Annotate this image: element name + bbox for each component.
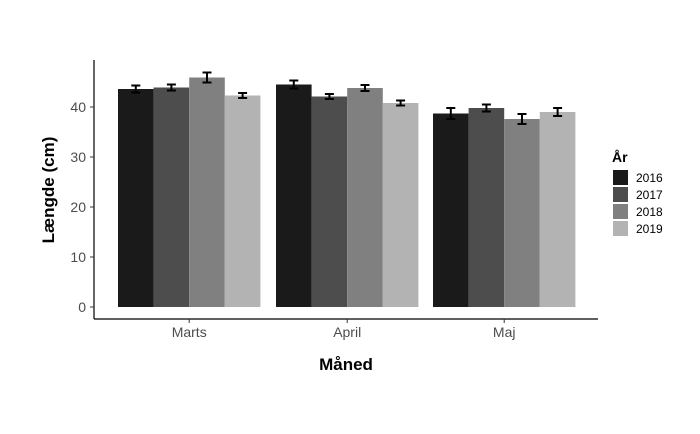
- bar-2019-marts: [224, 95, 261, 307]
- bar-2016-marts: [118, 89, 154, 307]
- y-ticks: 0 10 20 30 40: [70, 99, 94, 315]
- errorbar-2018-maj: [517, 113, 527, 125]
- errorbar-2019-marts: [238, 92, 248, 99]
- y-tick-label-0: 0: [78, 299, 86, 315]
- errorbar-2019-maj: [553, 107, 563, 117]
- legend-item-2017: 2017: [613, 187, 663, 202]
- legend-label-2016: 2016: [636, 171, 663, 185]
- legend-items: 2016 2017 2018 2019: [613, 170, 663, 236]
- errorbar-2019-april: [396, 99, 406, 107]
- legend-item-2016: 2016: [613, 170, 663, 185]
- y-tick-label-10: 10: [70, 249, 86, 265]
- y-axis-title: Længde (cm): [39, 137, 58, 244]
- y-tick-label-20: 20: [70, 199, 86, 215]
- legend-swatch-2017: [613, 187, 628, 202]
- bar-2018-april: [347, 88, 383, 307]
- errorbar-2017-maj: [481, 103, 491, 113]
- bar-2017-maj: [468, 108, 505, 307]
- legend-item-2018: 2018: [613, 204, 663, 219]
- legend-swatch-2019: [613, 221, 628, 236]
- legend-item-2019: 2019: [613, 221, 663, 236]
- x-tick-label-maj: Maj: [493, 324, 516, 340]
- bar-2016-april: [276, 84, 312, 307]
- errorbar-2016-april: [289, 79, 299, 90]
- errorbar-2017-april: [324, 93, 334, 100]
- x-tick-label-april: April: [333, 324, 361, 340]
- bar-2017-april: [311, 96, 348, 307]
- bar-2019-maj: [539, 112, 576, 307]
- errorbar-2016-marts: [131, 84, 141, 94]
- errorbar-2018-april: [360, 84, 370, 92]
- legend-label-2017: 2017: [636, 188, 663, 202]
- y-tick-label-40: 40: [70, 99, 86, 115]
- legend-swatch-2016: [613, 170, 628, 185]
- errorbar-2017-marts: [166, 83, 176, 92]
- bars-layer: [118, 77, 576, 307]
- bar-2016-maj: [433, 113, 469, 307]
- errorbar-2018-marts: [202, 71, 212, 84]
- bar-2019-april: [382, 103, 419, 307]
- bar-2018-marts: [189, 77, 225, 307]
- legend-label-2019: 2019: [636, 222, 663, 236]
- errorbars-layer: [131, 71, 563, 125]
- errorbar-2016-maj: [446, 107, 456, 120]
- bar-2017-marts: [153, 87, 190, 307]
- legend: År 2016 2017 2018 2019: [612, 149, 663, 236]
- y-tick-label-30: 30: [70, 149, 86, 165]
- x-tick-label-marts: Marts: [172, 324, 207, 340]
- legend-title: År: [612, 149, 628, 165]
- bar-2018-maj: [504, 119, 540, 307]
- legend-swatch-2018: [613, 204, 628, 219]
- x-axis-title: Måned: [319, 355, 373, 374]
- legend-label-2018: 2018: [636, 205, 663, 219]
- x-ticks: Marts April Maj: [172, 319, 516, 340]
